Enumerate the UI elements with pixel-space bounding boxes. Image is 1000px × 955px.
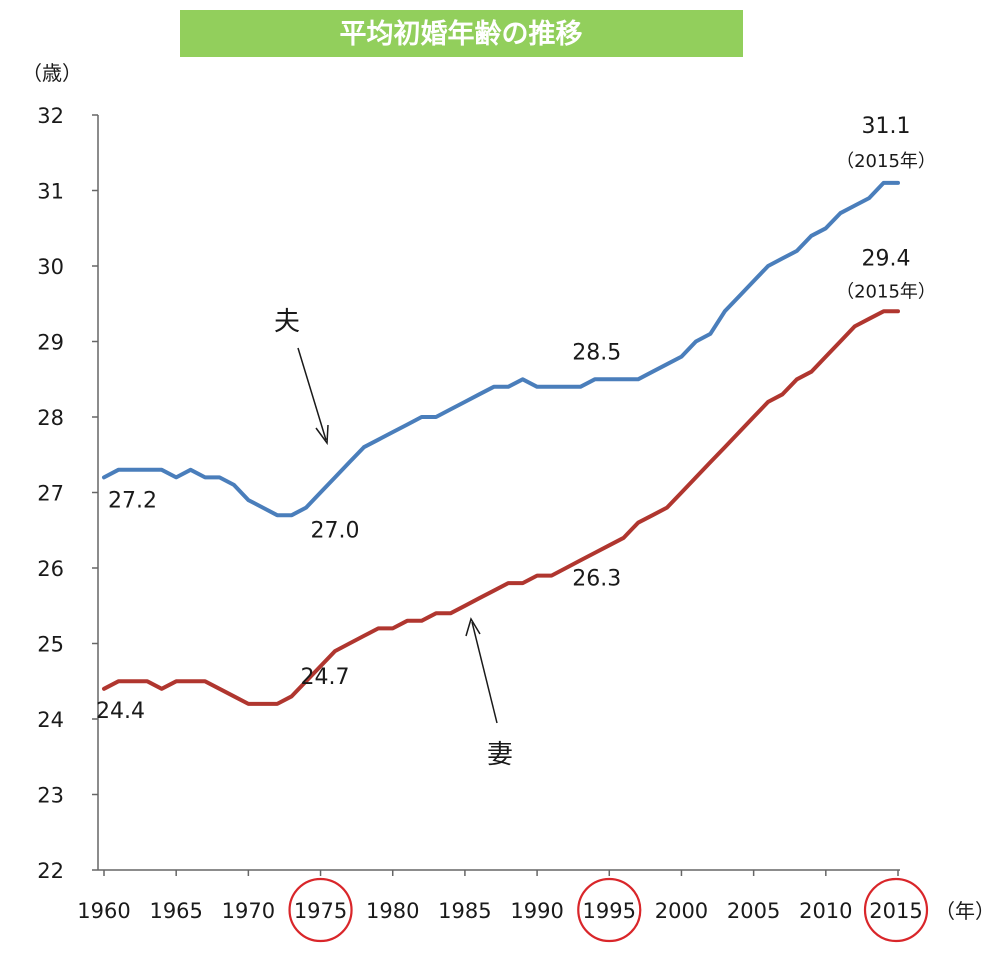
x-tick-label: 1975: [294, 899, 347, 923]
series-label-wife: 妻: [487, 740, 513, 770]
data-value-label: 28.5: [572, 340, 621, 365]
data-value-label: 27.0: [311, 519, 360, 544]
data-value-label: 31.1: [862, 114, 911, 139]
y-tick-label: 22: [37, 859, 64, 883]
x-axis-unit: （年）: [935, 899, 995, 923]
y-axis-ticks: 22 23 24 25 26 27 28 29 30 31 32: [37, 104, 98, 883]
series-lines: [102, 180, 900, 706]
x-tick-label: 1985: [438, 899, 491, 923]
y-tick-label: 30: [37, 255, 64, 279]
x-tick-label: 2005: [727, 899, 780, 923]
data-value-label: （2015年）: [836, 151, 936, 172]
x-tick-label: 1965: [149, 899, 202, 923]
series-line-wife: [102, 309, 900, 706]
circled-years: [288, 877, 929, 943]
data-value-label: 24.4: [96, 699, 145, 724]
wife-label-group: 妻: [465, 617, 513, 770]
chart-title: 平均初婚年齢の推移: [340, 18, 583, 50]
data-value-label: 26.3: [572, 566, 621, 591]
year-highlight-circle: [288, 877, 353, 943]
x-tick-label: 2015: [869, 899, 922, 923]
wife-arrow-line: [471, 621, 498, 724]
y-tick-label: 23: [37, 784, 64, 808]
y-axis-unit: （歳）: [22, 61, 82, 85]
year-highlight-circle: [863, 877, 929, 943]
data-value-label: （2015年）: [836, 281, 936, 302]
y-tick-label: 26: [37, 557, 64, 581]
y-tick-label: 29: [37, 331, 64, 355]
data-value-label: 27.2: [108, 488, 157, 513]
x-tick-label: 1960: [77, 899, 130, 923]
y-tick-label: 31: [37, 180, 64, 204]
title-banner: [180, 10, 743, 57]
husband-arrow-head: [315, 424, 329, 446]
husband-arrow-line: [297, 347, 327, 441]
data-value-label: 24.7: [301, 665, 350, 690]
x-tick-label: 1970: [222, 899, 275, 923]
series-line-husband: [102, 180, 900, 518]
y-tick-label: 27: [37, 482, 64, 506]
x-tick-label: 1980: [366, 899, 419, 923]
data-value-label: 29.4: [862, 246, 911, 271]
x-tick-label: 2010: [799, 899, 852, 923]
y-tick-label: 28: [37, 406, 64, 430]
wife-arrow-head: [465, 617, 481, 637]
y-tick-label: 32: [37, 104, 64, 128]
y-tick-label: 24: [37, 708, 64, 732]
x-tick-label: 1995: [583, 899, 636, 923]
year-highlight-circle: [577, 877, 642, 943]
series-label-husband: 夫: [274, 307, 300, 337]
y-tick-label: 25: [37, 633, 64, 657]
data-annotations: 27.2 27.0 28.5 31.1 （2015年） 24.4 24.7 26.3 29.4 （…: [96, 114, 936, 724]
x-tick-label: 2000: [655, 899, 708, 923]
husband-label-group: 夫: [274, 307, 329, 446]
x-tick-label: 1990: [510, 899, 563, 923]
x-axis-ticks: 1960 1965 1970 1975 1980 1985 1990 1995 2000 2005…: [77, 870, 923, 923]
